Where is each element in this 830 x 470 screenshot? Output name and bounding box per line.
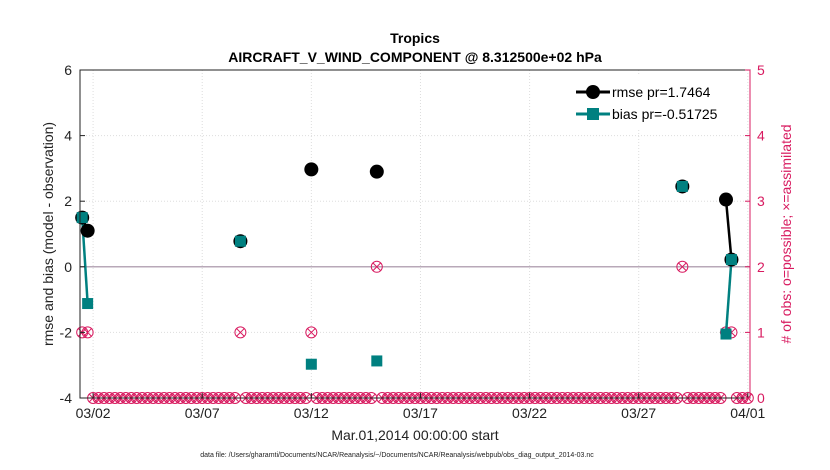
bias-point bbox=[371, 355, 383, 367]
legend-marker-bias bbox=[587, 108, 599, 120]
y-tick-label: -4 bbox=[60, 390, 73, 406]
bias-point bbox=[725, 254, 737, 266]
y-tick-label: 2 bbox=[64, 193, 72, 209]
obs-possible-marker bbox=[370, 260, 383, 273]
right-axis-label: # of obs: o=possible; ×=assimilated bbox=[778, 124, 794, 343]
obs-possible-marker bbox=[234, 326, 247, 339]
obs-possible-marker bbox=[305, 326, 318, 339]
data-file-footer: data file: /Users/gharamti/Documents/NCA… bbox=[200, 452, 594, 459]
bias-point bbox=[76, 212, 88, 224]
right-tick-label: 1 bbox=[757, 324, 765, 340]
bias-point bbox=[82, 298, 94, 310]
x-tick-label: 03/22 bbox=[512, 405, 547, 421]
right-tick-label: 5 bbox=[757, 62, 765, 78]
x-tick-label: 03/17 bbox=[403, 405, 438, 421]
y-axis-label: rmse and bias (model - observation) bbox=[40, 122, 56, 346]
chart-subtitle: AIRCRAFT_V_WIND_COMPONENT @ 8.312500e+02… bbox=[228, 49, 602, 65]
rmse-point bbox=[304, 162, 319, 177]
bias-line-segment bbox=[724, 259, 733, 335]
x-tick-label: 03/07 bbox=[185, 405, 220, 421]
obs-possible-marker bbox=[676, 260, 689, 273]
y-axis-ticks: -4 -2 0 2 4 6 bbox=[60, 62, 85, 406]
legend: rmse pr=1.7464 bias pr=-0.51725 bbox=[571, 76, 745, 128]
y-tick-label: 4 bbox=[64, 128, 72, 144]
obs-assimilated-marker bbox=[307, 328, 316, 337]
series-markers bbox=[75, 162, 739, 370]
legend-label-rmse: rmse pr=1.7464 bbox=[612, 84, 711, 100]
bias-point bbox=[720, 328, 732, 340]
right-tick-label: 4 bbox=[757, 128, 765, 144]
obs-assimilated-marker bbox=[372, 262, 382, 272]
x-tick-label: 03/27 bbox=[621, 405, 656, 421]
x-tick-label: 03/02 bbox=[76, 405, 111, 421]
y-tick-label: 0 bbox=[64, 259, 72, 275]
legend-marker-rmse bbox=[586, 85, 600, 99]
bias-point bbox=[305, 358, 317, 370]
rmse-line-segment bbox=[724, 199, 733, 260]
y-tick-label: 6 bbox=[64, 62, 72, 78]
obs-assimilated-marker bbox=[83, 328, 92, 337]
right-axis-ticks: 0 1 2 3 4 5 bbox=[745, 62, 765, 406]
rmse-point bbox=[718, 192, 733, 207]
y-tick-label: -2 bbox=[60, 324, 73, 340]
obs-assimilated-marker bbox=[678, 262, 687, 272]
right-tick-label: 3 bbox=[757, 193, 765, 209]
bias-point bbox=[234, 235, 246, 247]
x-axis-label: Mar.01,2014 00:00:00 start bbox=[331, 427, 498, 443]
legend-box bbox=[571, 76, 745, 128]
chart-title: Tropics bbox=[390, 30, 440, 46]
x-tick-label: 04/01 bbox=[730, 405, 765, 421]
bias-point bbox=[676, 180, 688, 192]
x-axis-ticks: 03/02 03/07 03/12 03/17 03/22 03/27 04/01 bbox=[76, 393, 766, 421]
right-tick-label: 2 bbox=[757, 259, 765, 275]
x-tick-label: 03/12 bbox=[294, 405, 329, 421]
rmse-point bbox=[80, 223, 95, 238]
right-tick-label: 0 bbox=[757, 390, 765, 406]
legend-label-bias: bias pr=-0.51725 bbox=[612, 106, 718, 122]
obs-assimilated-marker bbox=[236, 328, 245, 337]
rmse-point bbox=[369, 164, 384, 179]
